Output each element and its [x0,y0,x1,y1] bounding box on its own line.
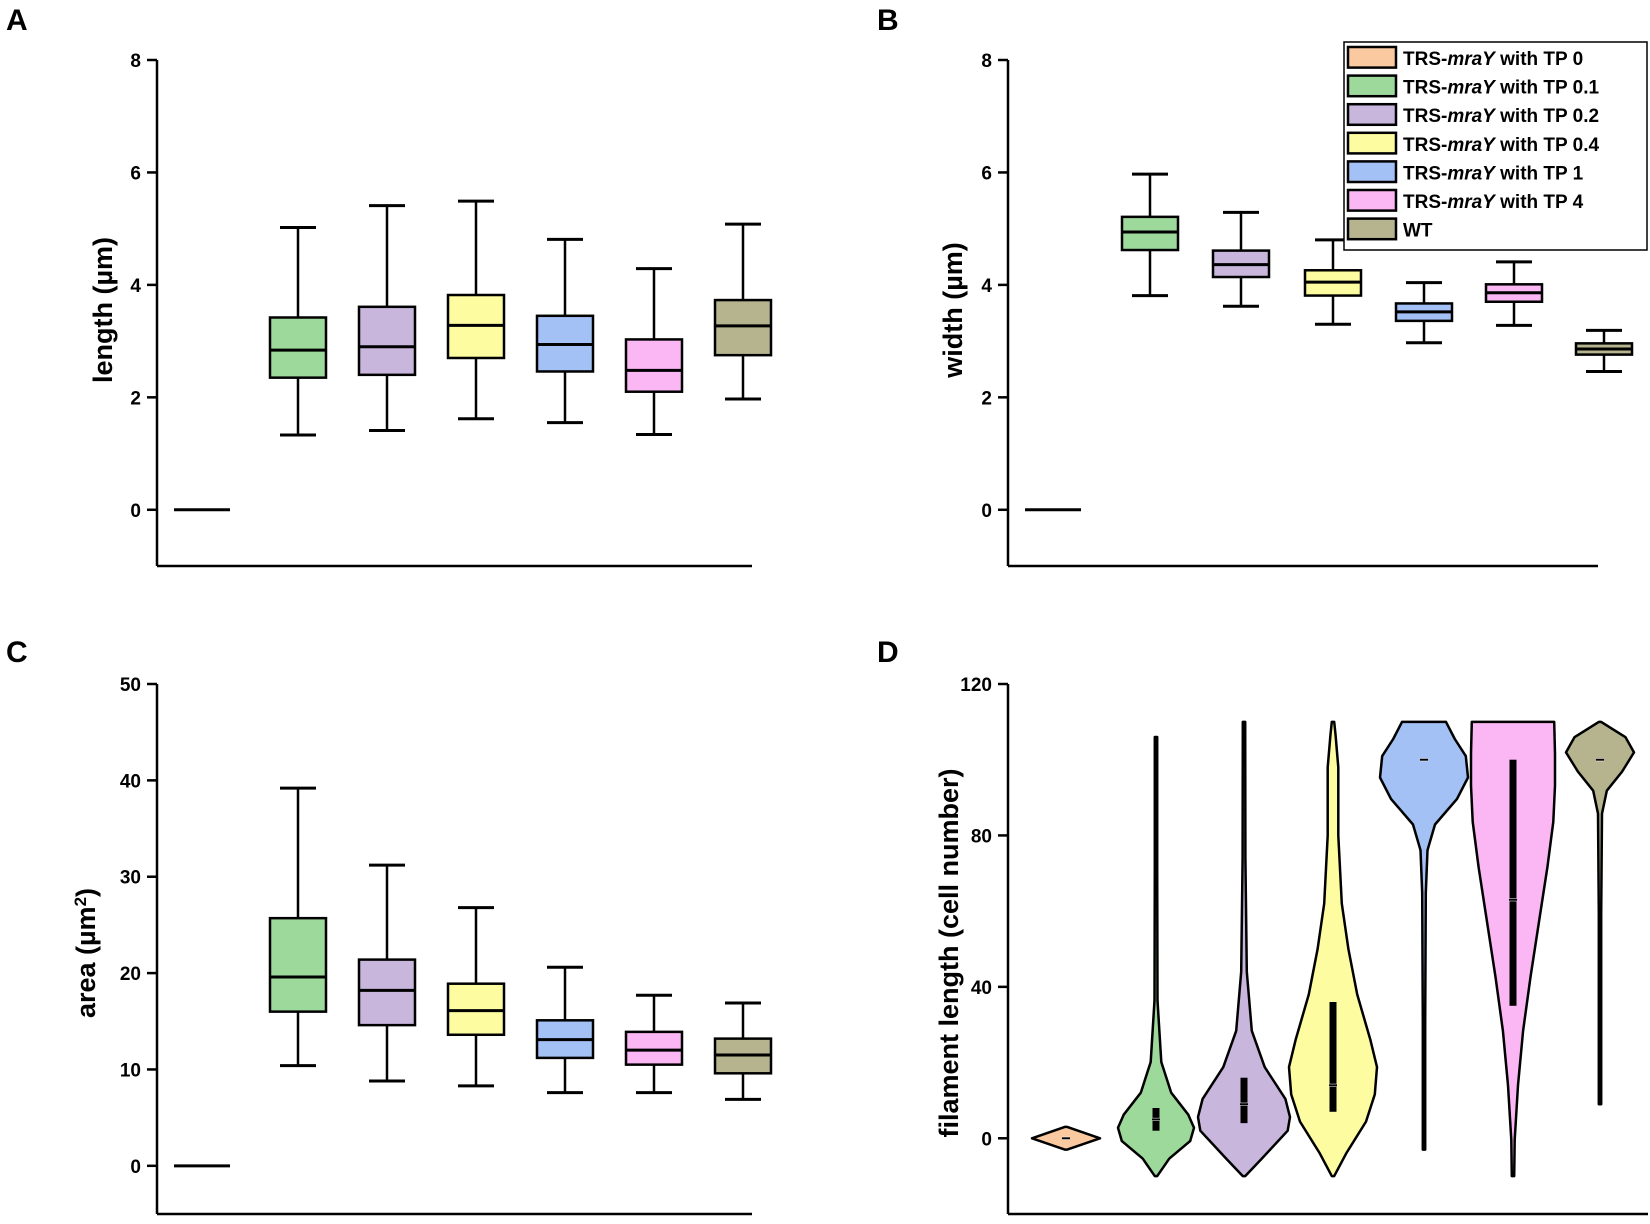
y-tick-label: 8 [981,51,992,72]
legend-swatch [1346,188,1398,212]
legend-item-WT: WT [1346,217,1433,242]
legend-label: TRS-mraY with TP 1 [1403,163,1584,184]
y-tick-label: 40 [971,978,992,999]
legend-item-TP4: TRS-mraY with TP 4 [1346,188,1584,213]
box-iqr [624,338,684,393]
box-TP4 [624,993,684,1095]
legend-label: TRS-mraY with TP 0 [1403,49,1583,70]
box-WT [1574,328,1634,373]
y-axis-title: filament length (cell number) [934,768,964,1137]
panel-letter-b: B [877,4,899,37]
legend-label: TRS-mraY with TP 0.4 [1403,135,1599,156]
box-TP0_1 [268,226,328,437]
violin-iqr-bar [1240,1077,1248,1124]
box-iqr [268,916,328,1013]
box-iqr [713,298,773,357]
legend-label: TRS-mraY with TP 4 [1403,192,1584,213]
violin-body [1196,720,1292,1178]
legend-swatch [1346,160,1398,184]
y-tick-label: 8 [130,51,141,72]
y-axis-title: width (µm) [938,242,968,379]
box-iqr [357,305,417,377]
legend-item-TP0_4: TRS-mraY with TP 0.4 [1346,131,1599,156]
legend-label: WT [1403,221,1433,242]
y-tick-label: 4 [981,276,992,297]
y-tick-label: 2 [130,388,141,409]
box-TP0_2 [1211,210,1271,308]
panel-b-width-chart: 0 2 4 6 8 width (µm) [938,51,1634,568]
violin-body [1378,720,1470,1151]
box-TP0_4 [446,199,506,421]
box-TP4 [624,267,684,436]
y-tick-label: 80 [971,826,992,847]
legend-label: TRS-mraY with TP 0.2 [1403,106,1599,127]
legend-swatch [1346,45,1398,69]
box-TP0_4 [446,906,506,1088]
box-TP0_1 [1120,172,1180,298]
y-tick-label: 0 [130,501,141,522]
violin-body [1287,720,1379,1178]
legend-item-TP1: TRS-mraY with TP 1 [1346,160,1584,184]
panel-d-filament-violin-chart: 0 40 80 120 filament length (cell number) [934,675,1648,1216]
y-tick-label: 40 [120,771,141,792]
panel-letter-d: D [877,636,899,669]
y-tick-label: 120 [960,675,992,696]
legend-swatch [1346,131,1398,155]
y-tick-label: 0 [981,501,992,522]
box-iqr [268,316,328,379]
box-iqr [357,958,417,1027]
legend-swatch [1346,102,1398,127]
legend-swatch [1346,74,1398,98]
violin-body [1564,720,1636,1106]
panel-c-area-chart: 0 10 20 30 40 50 area (µm2) [71,675,773,1216]
box-WT [713,1001,773,1101]
violin-body [1116,735,1196,1178]
box-TP0_2 [357,204,417,433]
panel-letter-a: A [6,4,28,37]
y-tick-label: 4 [130,276,141,297]
violin-TP0 [1030,1125,1102,1151]
legend-item-TP0_2: TRS-mraY with TP 0.2 [1346,102,1599,127]
y-tick-label: 10 [120,1060,141,1081]
y-tick-label: 50 [120,675,141,696]
y-tick-label: 20 [120,964,141,985]
box-TP1 [535,237,595,425]
violin-iqr-bar [1329,1002,1337,1112]
y-tick-label: 0 [130,1157,141,1178]
box-TP1 [1394,281,1454,345]
violin-TP0_4 [1287,720,1379,1178]
violin-TP0_2 [1196,720,1292,1178]
legend-item-TP0_1: TRS-mraY with TP 0.1 [1346,74,1599,99]
y-tick-label: 0 [981,1129,992,1150]
y-tick-label: 6 [130,163,141,184]
y-tick-label: 30 [120,868,141,889]
box-TP0_4 [1303,238,1363,326]
violin-WT [1564,720,1636,1106]
violin-TP0_1 [1116,735,1196,1178]
box-TP0_2 [357,863,417,1083]
legend-swatch [1346,217,1398,241]
y-tick-label: 2 [981,388,992,409]
box-TP1 [535,965,595,1095]
violin-TP1 [1378,720,1470,1151]
legend: TRS-mraY with TP 0 TRS-mraY with TP 0.1 TR… [1343,41,1648,251]
box-TP0_1 [268,786,328,1068]
legend-label: TRS-mraY with TP 0.1 [1403,78,1599,99]
box-iqr [624,1030,684,1066]
legend-item-TP0: TRS-mraY with TP 0 [1346,45,1583,70]
panel-a-length-chart: 0 2 4 6 8 length (µm) [88,51,773,568]
box-WT [713,222,773,401]
y-axis-title: area (µm2) [71,888,102,1018]
violin-iqr-bar [1509,759,1517,1006]
y-axis-title: length (µm) [88,237,118,383]
panel-letter-c: C [6,636,28,669]
violin-TP4 [1469,720,1557,1178]
box-TP4 [1484,260,1544,327]
y-tick-label: 6 [981,163,992,184]
